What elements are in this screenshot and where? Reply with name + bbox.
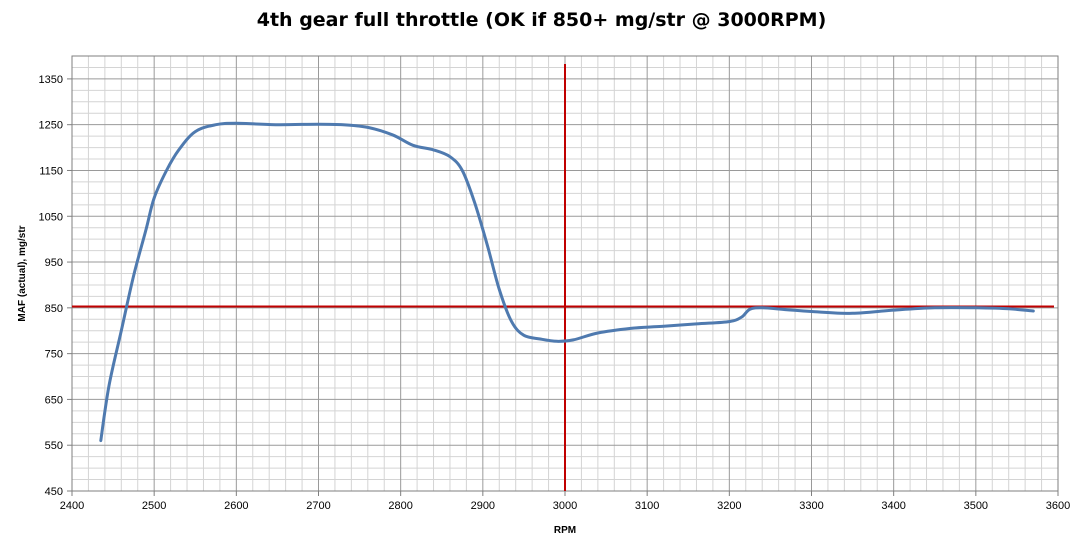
y-tick-label: 450 bbox=[45, 486, 63, 498]
x-tick-label: 2700 bbox=[306, 500, 330, 512]
x-tick-label: 2600 bbox=[224, 500, 248, 512]
x-axis-title: RPM bbox=[554, 525, 576, 536]
x-tick-label: 3000 bbox=[553, 500, 577, 512]
x-tick-label: 3200 bbox=[717, 500, 741, 512]
series-line bbox=[99, 121, 1035, 443]
x-tick-label: 2500 bbox=[142, 500, 166, 512]
reference-lines bbox=[72, 64, 1054, 491]
y-tick-label: 950 bbox=[45, 257, 63, 269]
x-tick-label: 2900 bbox=[471, 500, 495, 512]
x-axis-ticks: 2400 2500 2600 2700 2800 2900 3000 3100 3200 3300… bbox=[60, 491, 1070, 512]
y-axis-ticks: 450 550 650 750 850 950 1050 1150 1250 1350 bbox=[39, 74, 72, 498]
chart-title: 4th gear full throttle (OK if 850+ mg/st… bbox=[256, 9, 827, 31]
y-tick-label: 1250 bbox=[39, 120, 63, 132]
y-tick-label: 1150 bbox=[39, 165, 63, 177]
y-tick-label: 750 bbox=[45, 349, 63, 361]
x-tick-label: 3400 bbox=[881, 500, 905, 512]
x-tick-label: 3100 bbox=[635, 500, 659, 512]
x-tick-label: 2800 bbox=[388, 500, 412, 512]
y-tick-label: 650 bbox=[45, 394, 63, 406]
y-tick-label: 850 bbox=[45, 303, 63, 315]
x-tick-label: 3500 bbox=[964, 500, 988, 512]
x-tick-label: 2400 bbox=[60, 500, 84, 512]
series-layer bbox=[99, 121, 1035, 443]
y-axis-title: MAF (actual), mg/str bbox=[17, 225, 28, 321]
x-tick-label: 3600 bbox=[1046, 500, 1070, 512]
y-tick-label: 1350 bbox=[39, 74, 63, 86]
y-tick-label: 550 bbox=[45, 440, 63, 452]
y-tick-label: 1050 bbox=[39, 211, 63, 223]
x-tick-label: 3300 bbox=[799, 500, 823, 512]
